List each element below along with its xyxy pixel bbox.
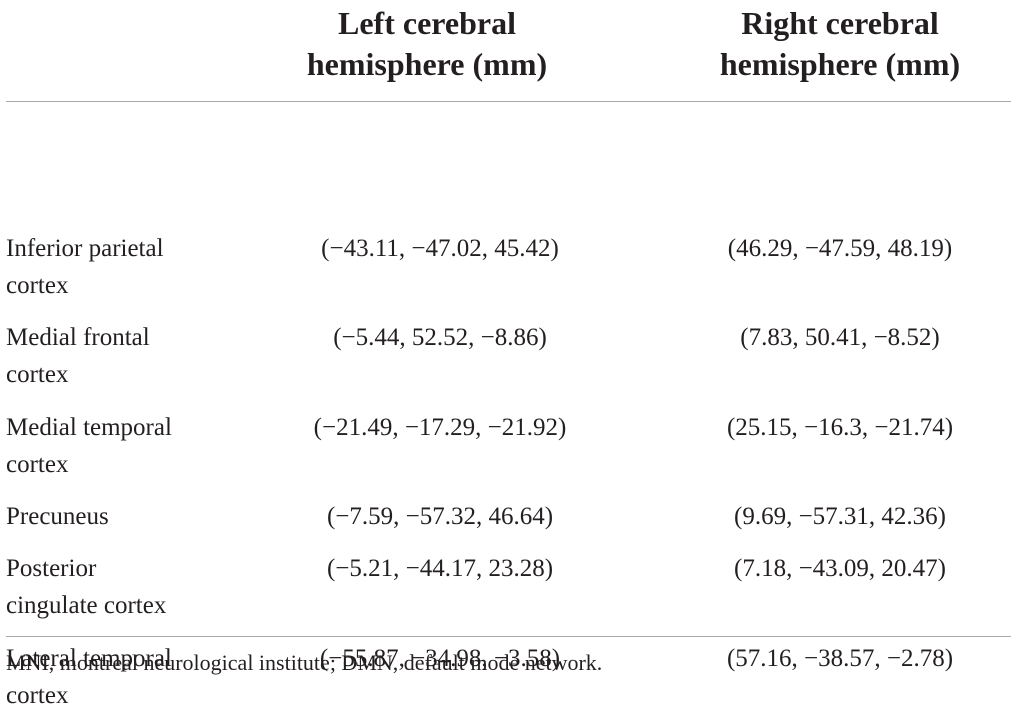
left-hemisphere-cell: (−5.21, −44.17, 23.28) bbox=[326, 555, 554, 582]
left-hemisphere-cell: (−43.11, −47.02, 45.42) bbox=[321, 235, 559, 262]
left-hemisphere-cell: (−5.44, 52.52, −8.86) bbox=[333, 324, 547, 351]
right-hemisphere-cell: (9.69, −57.31, 42.36) bbox=[734, 503, 946, 530]
right-hemisphere-cell: (7.83, 50.41, −8.52) bbox=[740, 324, 940, 351]
right-hemisphere-cell: (7.18, −43.09, 20.47) bbox=[734, 555, 946, 582]
row-region-label: Medial frontal cortex bbox=[6, 324, 150, 388]
right-hemisphere-cell: (25.15, −16.3, −21.74) bbox=[726, 414, 954, 441]
row-region-label: Precuneus bbox=[6, 503, 109, 530]
coordinates-table: Left cerebral hemisphere (mm) Right cere… bbox=[6, 0, 1011, 709]
table-body: Inferior parietal cortex (−43.11, −47.02… bbox=[6, 102, 1011, 709]
left-hemisphere-cell: (−21.49, −17.29, −21.92) bbox=[313, 414, 567, 441]
table-footnote: MNI, montreal neurological institute; DM… bbox=[6, 650, 603, 675]
left-hemisphere-cell: (−55.87, −34.98, −3.58) bbox=[319, 645, 561, 672]
header-right-hemisphere: Right cerebral hemisphere (mm) bbox=[719, 5, 961, 82]
right-hemisphere-cell: (46.29, −47.59, 48.19) bbox=[727, 235, 953, 262]
header-left-hemisphere: Left cerebral hemisphere (mm) bbox=[306, 5, 548, 82]
left-hemisphere-cell: (−7.59, −57.32, 46.64) bbox=[326, 503, 554, 530]
row-region-label: Inferior parietal cortex bbox=[6, 235, 164, 299]
table-header: Left cerebral hemisphere (mm) Right cere… bbox=[6, 0, 1011, 102]
right-hemisphere-cell: (57.16, −38.57, −2.78) bbox=[726, 645, 954, 672]
row-region-label: Medial temporal cortex bbox=[6, 414, 172, 478]
row-region-label: Posterior cingulate cortex bbox=[6, 555, 167, 619]
